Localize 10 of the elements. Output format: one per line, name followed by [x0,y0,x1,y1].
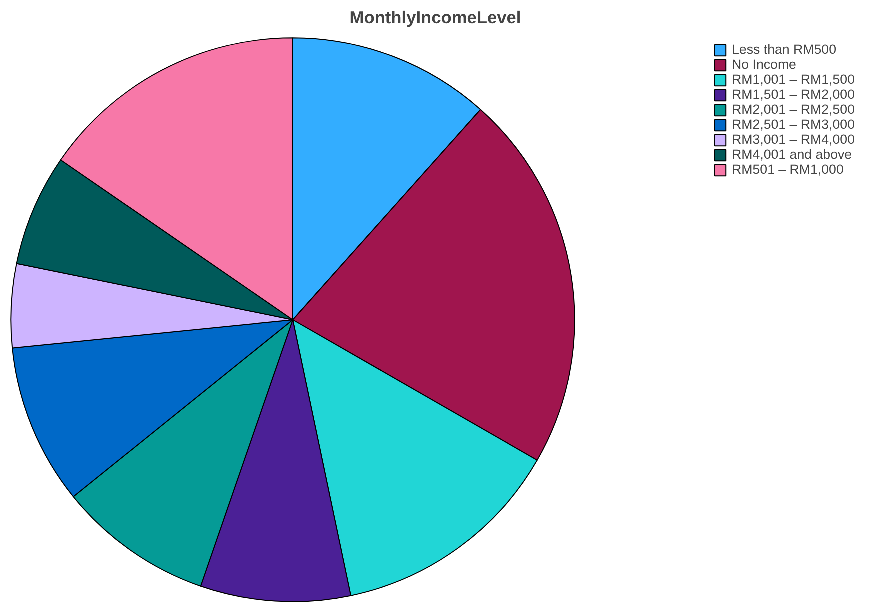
legend-label: RM2,501 – RM3,000 [732,117,855,132]
legend-label: RM4,001 and above [732,147,852,162]
chart-title: MonthlyIncomeLevel [350,8,522,28]
legend-label: RM1,501 – RM2,000 [732,87,855,102]
legend-label: RM2,001 – RM2,500 [732,102,855,117]
legend-label: No Income [732,57,796,72]
legend-label: RM501 – RM1,000 [732,162,844,177]
legend-label: RM1,001 – RM1,500 [732,72,855,87]
legend-label: Less than RM500 [732,42,836,57]
legend-label: RM3,001 – RM4,000 [732,132,855,147]
